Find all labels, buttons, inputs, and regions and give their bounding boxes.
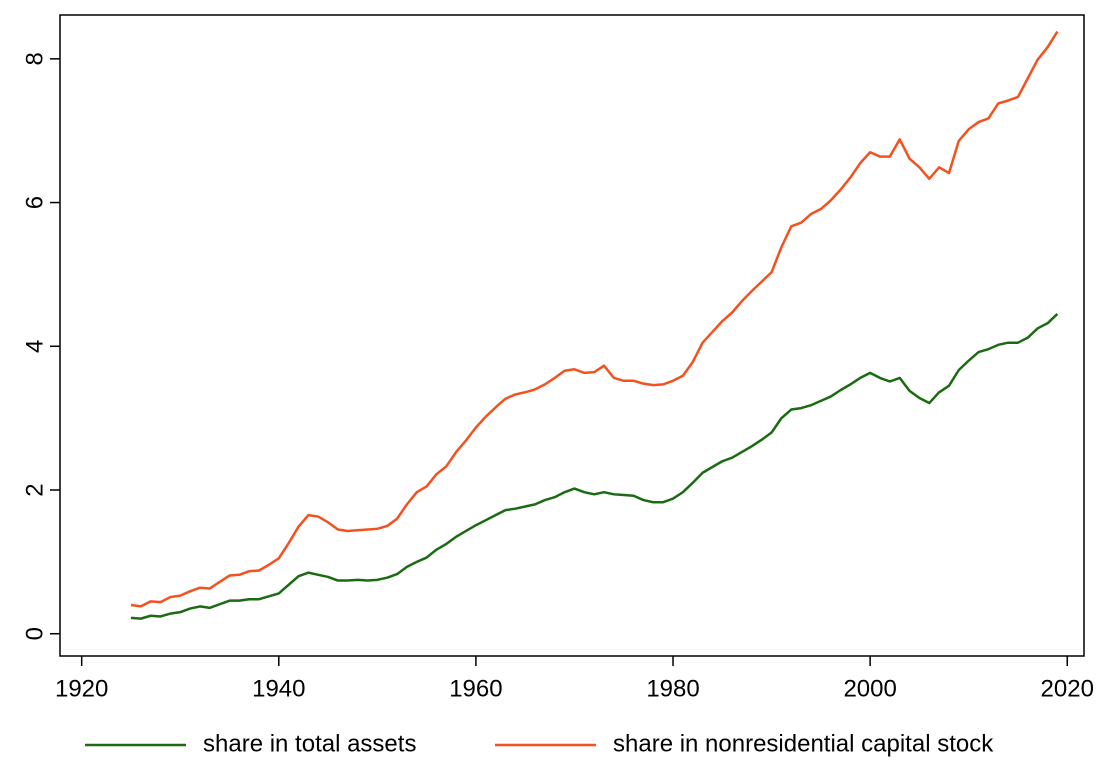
legend-label: share in total assets [203,730,416,757]
plot-frame [59,14,1085,657]
series-line [130,313,1059,620]
legend-label: share in nonresidential capital stock [613,730,994,757]
x-tick-label: 2020 [1041,675,1094,702]
x-tick-label: 2000 [843,675,896,702]
x-tick-label: 1980 [646,675,699,702]
y-tick-label: 6 [21,196,48,209]
y-tick-label: 4 [21,340,48,353]
y-tick-label: 2 [21,483,48,496]
x-tick-label: 1940 [252,675,305,702]
x-tick-label: 1920 [55,675,108,702]
y-tick-label: 0 [21,627,48,640]
y-tick-label: 8 [21,52,48,65]
x-tick-label: 1960 [449,675,502,702]
series-line [130,30,1059,608]
